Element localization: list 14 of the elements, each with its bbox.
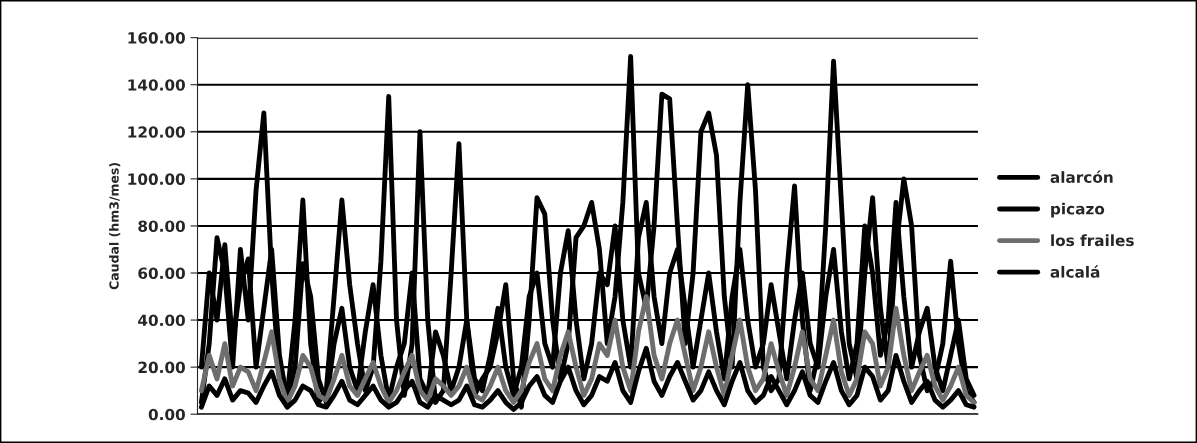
legend-label: alcalá xyxy=(1050,265,1100,278)
y-axis-title: Caudal (hm3/mes) xyxy=(109,162,121,290)
legend-label: los frailes xyxy=(1051,234,1134,247)
legend-label: alarcón xyxy=(1050,170,1113,183)
y-tick-label: 40.00 xyxy=(138,314,185,327)
y-tick-label: 20.00 xyxy=(138,361,185,374)
legend-label: picazo xyxy=(1051,202,1105,218)
y-tick-label: 140.00 xyxy=(128,79,185,91)
y-tick-label: 0.00 xyxy=(148,408,185,421)
y-tick-label: 80.00 xyxy=(138,220,185,232)
y-tick-label: 120.00 xyxy=(128,126,185,138)
y-tick-label: 100.00 xyxy=(128,173,185,185)
y-tick-label: 60.00 xyxy=(138,267,185,280)
y-tick-label: 160.00 xyxy=(128,32,185,44)
